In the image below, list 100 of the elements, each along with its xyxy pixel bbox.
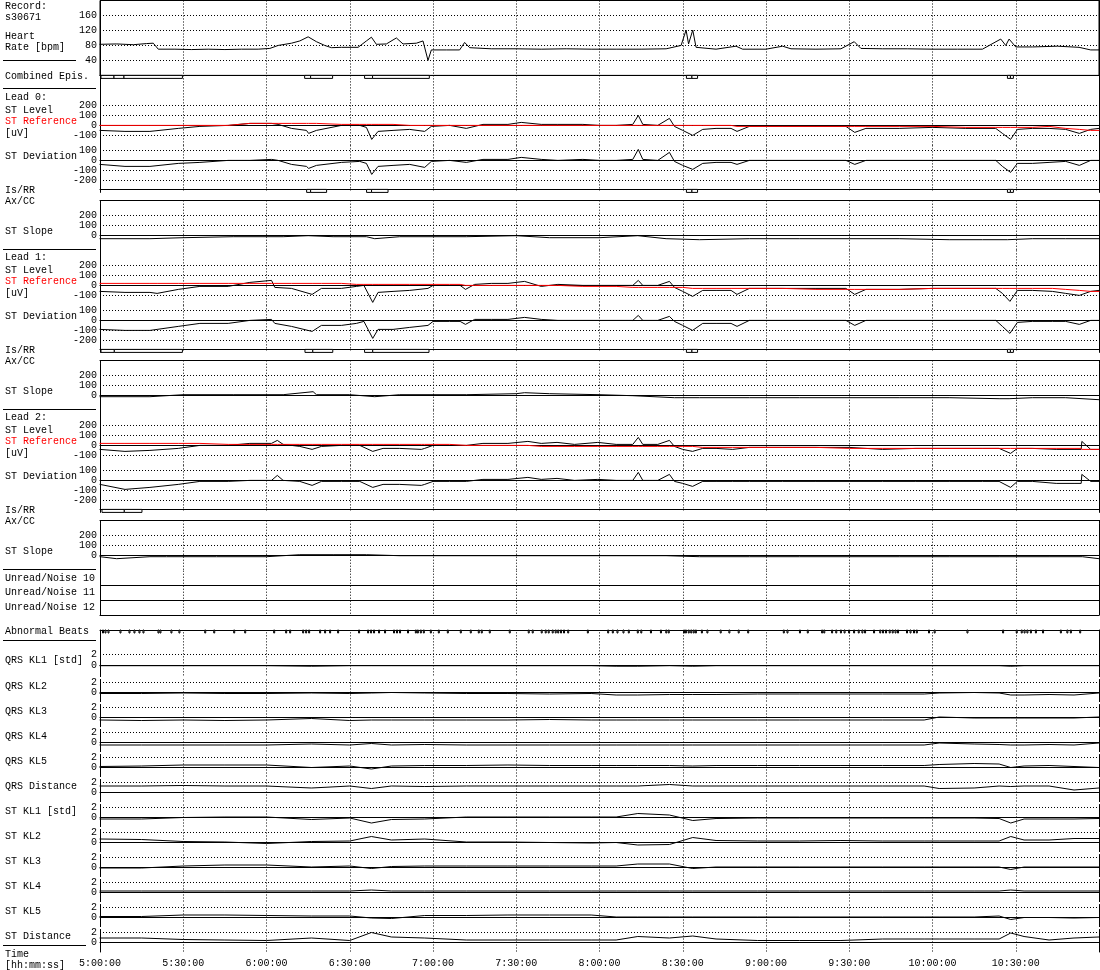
y-tick-label: 2 xyxy=(90,851,97,863)
y-axis-title: ST KL2 xyxy=(5,830,42,842)
y-tick-label: 200 xyxy=(78,370,97,382)
text: ST Reference xyxy=(5,276,78,288)
y-tick-label: 40 xyxy=(84,54,97,66)
y-axis-title: ST Deviation xyxy=(5,310,78,322)
y-axis-title: ST KL1 [std] xyxy=(5,805,78,817)
y-tick-label: -200 xyxy=(72,494,97,506)
y-axis-title: QRS KL2 xyxy=(5,680,48,692)
y-axis-title: ST Slope xyxy=(5,385,54,397)
x-tick-label: 6:30:00 xyxy=(328,957,371,969)
y-tick-label: 0 xyxy=(90,811,97,823)
chart-title: Lead 2: xyxy=(5,412,48,423)
y-tick-label: -200 xyxy=(72,334,97,346)
x-tick-label: 8:30:00 xyxy=(661,957,704,969)
y-axis-title: ST Distance xyxy=(5,930,72,942)
y-axis-title: QRS KL1 [std] xyxy=(5,655,84,667)
y-tick-label: 200 xyxy=(78,259,97,271)
y-tick-label: 2 xyxy=(90,801,97,813)
y-axis-title: [uV] xyxy=(5,287,30,299)
y-axis-title: ST Slope xyxy=(5,545,54,557)
text: ST Level xyxy=(5,425,54,436)
x-tick-label: 10:30:00 xyxy=(991,957,1040,969)
y-tick-label: 200 xyxy=(78,419,97,431)
y-tick-label: 0 xyxy=(90,154,97,166)
y-tick-label: 2 xyxy=(90,751,97,763)
y-tick-label: Ax/CC xyxy=(5,196,36,208)
y-tick-label: 0 xyxy=(90,660,97,672)
line-series xyxy=(99,282,1100,292)
y-tick-label: 200 xyxy=(78,99,97,111)
y-tick-label: 2 xyxy=(90,649,97,661)
y-tick-label: 2 xyxy=(90,701,97,713)
y-tick-label: 0 xyxy=(90,861,97,873)
y-tick-label: Unread/Noise 12 xyxy=(5,602,96,614)
y-tick-label: 0 xyxy=(90,836,97,848)
y-tick-label: 100 xyxy=(78,144,97,156)
y-tick-label: 2 xyxy=(90,876,97,888)
y-tick-label: 0 xyxy=(90,686,97,698)
x-tick-label: 7:30:00 xyxy=(495,957,538,969)
y-tick-label: -100 xyxy=(72,484,97,496)
y-axis-title: [uV] xyxy=(5,127,30,139)
y-tick-label: Unread/Noise 10 xyxy=(5,572,96,584)
y-tick-label: 0 xyxy=(90,119,97,131)
y-tick-label: 100 xyxy=(78,269,97,281)
y-axis-title: QRS Distance xyxy=(5,780,78,792)
y-axis-title: ST Deviation xyxy=(5,470,78,482)
y-tick-label: 0 xyxy=(90,886,97,898)
y-tick-label: -100 xyxy=(72,129,97,141)
y-tick-label: 80 xyxy=(84,39,97,51)
y-tick-label: -200 xyxy=(72,174,97,186)
y-tick-label: 100 xyxy=(78,429,97,441)
y-tick-label: 200 xyxy=(78,530,97,542)
y-tick-label: -100 xyxy=(72,324,97,336)
y-tick-label: 200 xyxy=(78,210,97,222)
y-tick-label: -100 xyxy=(72,289,97,301)
y-tick-label: 0 xyxy=(90,439,97,451)
y-tick-label: 2 xyxy=(90,926,97,938)
y-tick-label: 100 xyxy=(78,464,97,476)
y-tick-label: 100 xyxy=(78,540,97,552)
y-tick-label: Is/RR xyxy=(5,505,36,517)
y-tick-label: Abnormal Beats xyxy=(5,626,90,637)
text: ST Level xyxy=(5,105,54,116)
y-tick-label: Is/RR xyxy=(5,345,36,357)
y-axis-title: QRS KL5 xyxy=(5,755,48,767)
y-tick-label: 160 xyxy=(78,9,97,21)
x-tick-label: 7:00:00 xyxy=(411,957,455,969)
y-tick-label: 2 xyxy=(90,826,97,838)
x-tick-label: 10:00:00 xyxy=(908,957,957,969)
y-axis-title: Heart Rate [bpm] xyxy=(5,30,66,53)
chart-title: Record: xyxy=(5,0,48,12)
y-tick-label: 0 xyxy=(90,230,97,242)
x-tick-label: 9:30:00 xyxy=(828,957,871,969)
x-tick-label: 5:00:00 xyxy=(78,957,122,969)
y-tick-label: 0 xyxy=(90,786,97,798)
y-tick-label: 0 xyxy=(90,736,97,748)
y-axis-title: ST KL5 xyxy=(5,905,42,917)
y-axis-title: QRS KL3 xyxy=(5,705,48,717)
y-tick-label: 0 xyxy=(90,936,97,948)
y-tick-label: 2 xyxy=(90,776,97,788)
y-axis-title: QRS KL4 xyxy=(5,730,48,742)
y-tick-label: Ax/CC xyxy=(5,516,36,528)
x-tick-label: 6:00:00 xyxy=(245,957,288,969)
y-tick-label: 0 xyxy=(90,911,97,923)
y-tick-label: Unread/Noise 11 xyxy=(5,587,96,599)
y-tick-label: 100 xyxy=(78,109,97,121)
y-tick-label: 2 xyxy=(90,676,97,688)
y-tick-label: 0 xyxy=(90,390,97,402)
y-tick-label: 0 xyxy=(90,474,97,486)
x-tick-label: 5:30:00 xyxy=(162,957,205,969)
x-tick-label: 8:00:00 xyxy=(578,957,621,969)
y-axis-title: [uV] xyxy=(5,447,30,459)
text: ST Level xyxy=(5,265,54,276)
text: Lead 0: xyxy=(5,92,48,103)
y-tick-label: Is/RR xyxy=(5,185,36,197)
y-axis-title: ST Slope xyxy=(5,225,54,237)
text: ST Reference xyxy=(5,436,78,448)
y-tick-label: 0 xyxy=(90,711,97,723)
x-axis-title: Time [hh:mm:ss] xyxy=(5,948,66,970)
y-tick-label: 0 xyxy=(90,279,97,291)
y-tick-label: 2 xyxy=(90,901,97,913)
